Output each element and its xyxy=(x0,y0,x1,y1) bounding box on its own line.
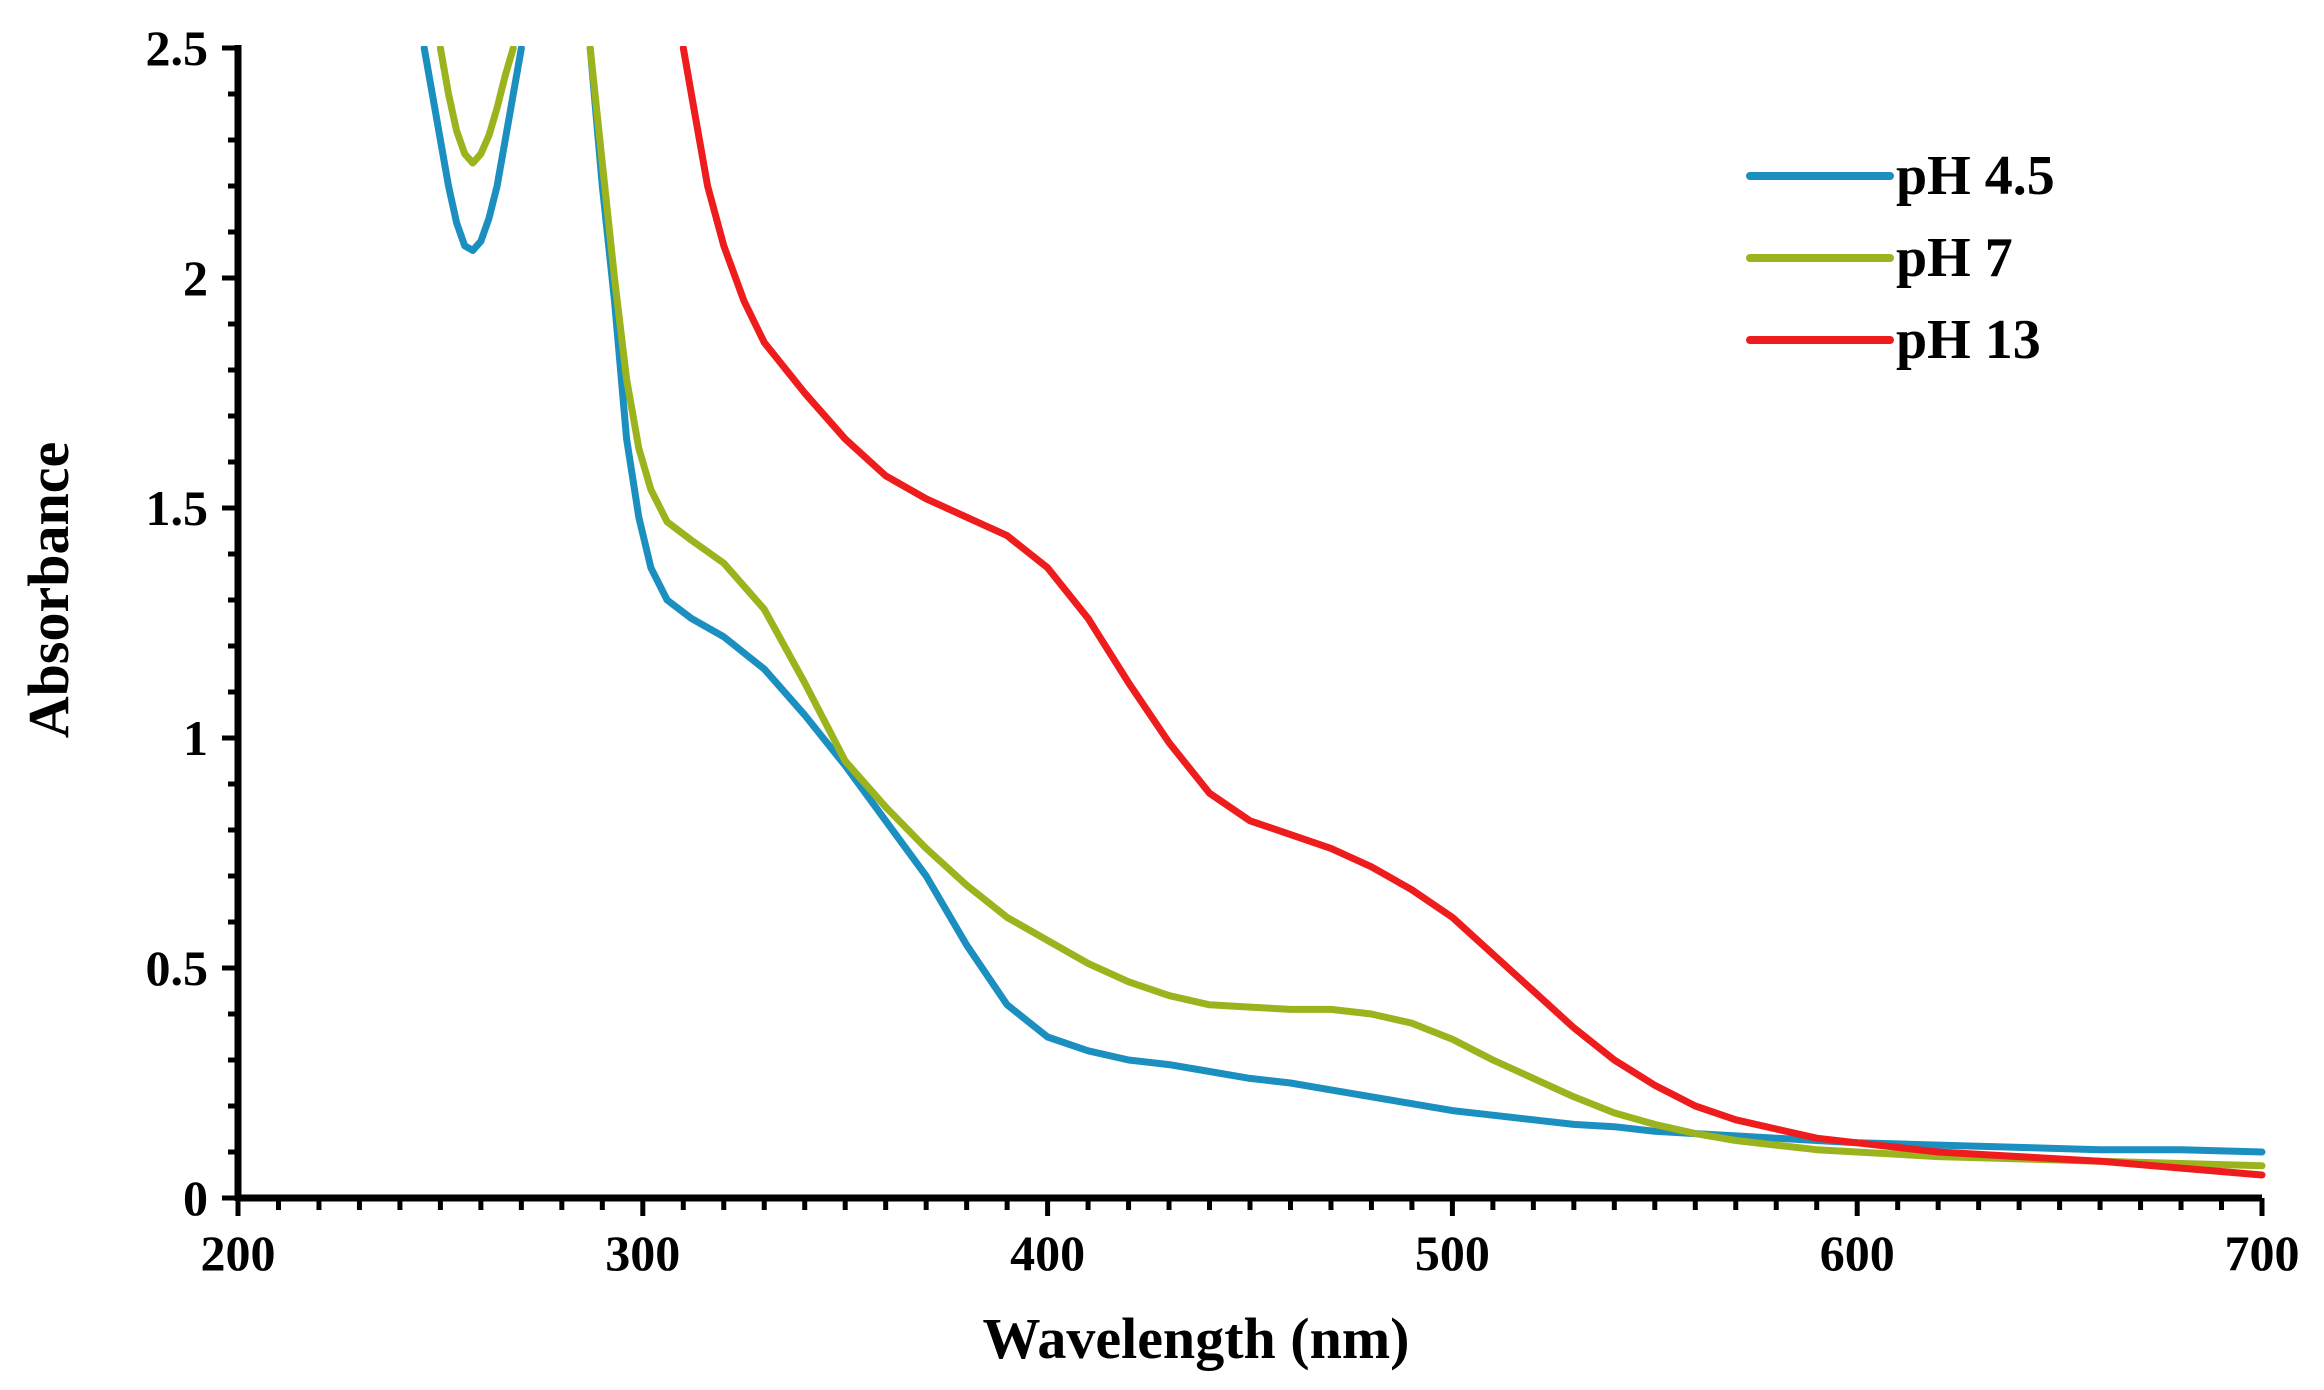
plot-lines xyxy=(420,46,2266,1179)
legend-label-ph-7: pH 7 xyxy=(1896,227,2013,289)
legend: pH 4.5 pH 7 pH 13 xyxy=(1746,145,2055,371)
y-axis-title: Absorbance xyxy=(16,442,81,738)
series-line-ph-7-segment-2 xyxy=(586,46,2266,1170)
y-tick-label: 1.5 xyxy=(146,480,209,536)
x-tick-label: 300 xyxy=(605,1225,680,1281)
y-tick-label: 1 xyxy=(183,710,208,766)
legend-label-ph-13: pH 13 xyxy=(1896,309,2041,371)
y-tick-label: 0 xyxy=(183,1170,208,1226)
y-tick-label: 0.5 xyxy=(146,940,209,996)
x-tick-label: 700 xyxy=(2225,1225,2300,1281)
series-line-ph-4-5-segment-1 xyxy=(420,46,525,254)
x-tick-label: 500 xyxy=(1415,1225,1490,1281)
legend-label-ph-4-5: pH 4.5 xyxy=(1896,145,2055,207)
x-tick-label: 400 xyxy=(1010,1225,1085,1281)
x-tick-label: 200 xyxy=(201,1225,276,1281)
series-line-ph-7-segment-1 xyxy=(436,46,517,167)
y-tick-label: 2 xyxy=(183,250,208,306)
series-line-ph-13-segment-1 xyxy=(679,46,2266,1179)
x-tick-label: 600 xyxy=(1820,1225,1895,1281)
series-line-ph-4-5-segment-2 xyxy=(586,46,2266,1156)
axis-tick-labels: 200 300 400 500 600 700 0 0.5 1 1.5 2 2.5 xyxy=(146,20,2300,1281)
axis-ticks xyxy=(222,45,2265,1216)
x-axis-title: Wavelength (nm) xyxy=(983,1306,1410,1371)
y-tick-label: 2.5 xyxy=(146,20,209,76)
